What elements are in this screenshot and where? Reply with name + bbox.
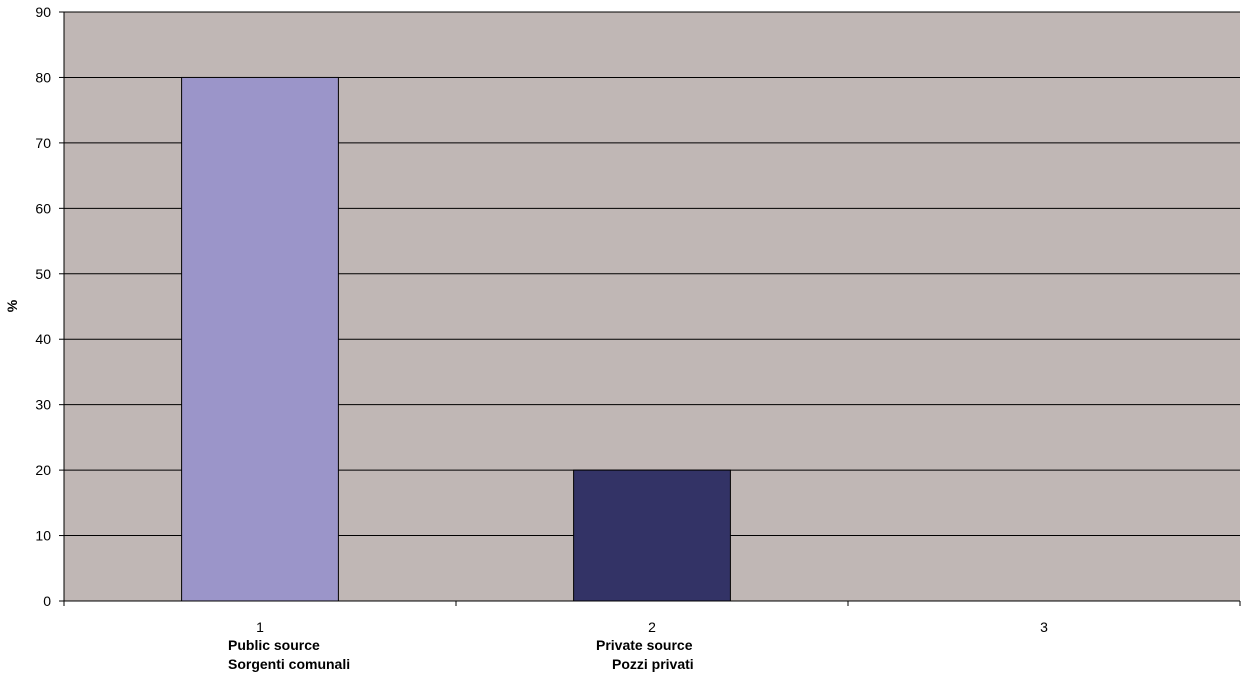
- y-tick-label: 40: [35, 331, 51, 347]
- y-tick-label: 30: [35, 397, 51, 413]
- y-tick-label: 80: [35, 69, 51, 85]
- category-2-note-line1: Private source: [596, 637, 693, 653]
- y-tick-label: 20: [35, 462, 51, 478]
- x-tick-labels: 1 2 3: [256, 619, 1048, 635]
- y-tick-label: 10: [35, 528, 51, 544]
- y-tick-label: 70: [35, 135, 51, 151]
- y-tick-label: 90: [35, 4, 51, 20]
- category-1-note-line2: Sorgenti comunali: [228, 656, 351, 672]
- bar-2: [573, 469, 731, 602]
- category-1-note: Public source Sorgenti comunali: [228, 636, 350, 674]
- y-tick-label: 0: [43, 593, 51, 609]
- x-tick-label: 1: [256, 619, 264, 635]
- x-tick-label: 3: [1040, 619, 1048, 635]
- y-tick-label: 60: [35, 200, 51, 216]
- category-2-note-line2: Pozzi privati: [612, 656, 694, 672]
- category-1-note-line1: Public source: [228, 637, 320, 653]
- x-tick-label: 2: [648, 619, 656, 635]
- axes: [59, 11, 1241, 606]
- y-tick-labels: 0 10 20 30 40 50 60 70 80 90: [35, 4, 51, 609]
- y-tick-label: 50: [35, 266, 51, 282]
- bars: [181, 76, 731, 602]
- category-2-note: Private source Pozzi privati: [596, 636, 694, 674]
- bar-1: [181, 76, 339, 602]
- y-axis-title: %: [4, 299, 20, 312]
